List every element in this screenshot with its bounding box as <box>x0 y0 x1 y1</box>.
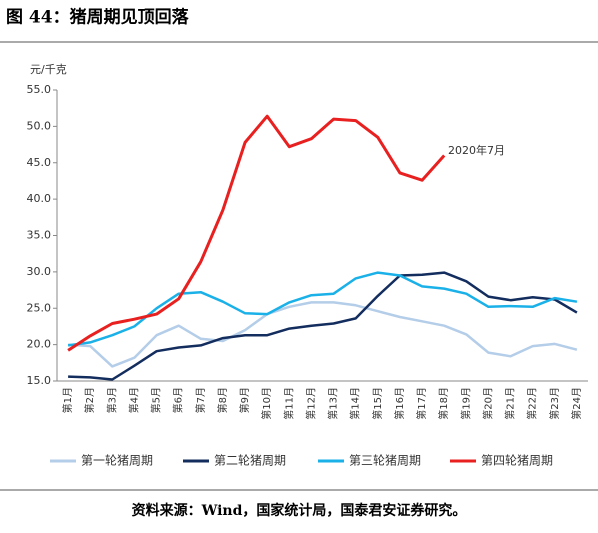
series-line <box>68 271 578 381</box>
legend-label: 第一轮猪周期 <box>81 454 153 468</box>
source: 资料来源：Wind，国家统计局，国泰君安证券研究。 <box>132 502 467 519</box>
y-tick-label: 50.0 <box>27 119 52 132</box>
x-tick-label: 第17月 <box>415 387 428 420</box>
x-tick-label: 第10月 <box>260 387 273 420</box>
y-tick-label: 45.0 <box>27 156 52 169</box>
x-tick-label: 第7月 <box>194 387 207 413</box>
x-tick-label: 第20月 <box>481 387 494 420</box>
x-tick-label: 第3月 <box>105 387 118 413</box>
x-tick-label: 第21月 <box>504 387 517 420</box>
chart-title: 图 44：猪周期见顶回落 <box>6 7 190 28</box>
x-tick-label: 第6月 <box>172 387 185 413</box>
y-tick-label: 40.0 <box>27 192 52 205</box>
x-tick-label: 第18月 <box>437 387 450 420</box>
legend-label: 第三轮猪周期 <box>349 454 421 468</box>
x-tick-label: 第2月 <box>83 387 96 413</box>
x-tick-label: 第22月 <box>526 387 539 420</box>
y-tick-label: 35.0 <box>27 229 52 242</box>
x-tick-label: 第12月 <box>304 387 317 420</box>
y-tick-label: 55.0 <box>27 83 52 96</box>
series-line <box>67 271 578 347</box>
y-tick-label: 15.0 <box>27 374 52 387</box>
x-tick-label: 第9月 <box>238 387 251 413</box>
x-tick-label: 第24月 <box>570 387 583 420</box>
series-line <box>67 114 446 352</box>
y-tick-label: 20.0 <box>27 338 52 351</box>
legend-label: 第四轮猪周期 <box>481 454 553 468</box>
legend-label: 第二轮猪周期 <box>214 454 286 468</box>
x-tick-label: 第8月 <box>216 387 229 413</box>
annotation: 2020年7月 <box>448 143 505 157</box>
x-tick-label: 第16月 <box>393 387 406 420</box>
y-tick-label: 25.0 <box>27 301 52 314</box>
series-line <box>68 301 578 368</box>
x-tick-label: 第4月 <box>127 387 140 413</box>
x-tick-label: 第23月 <box>548 387 561 420</box>
x-tick-label: 第15月 <box>371 387 384 420</box>
x-tick-label: 第11月 <box>282 387 295 420</box>
x-tick-label: 第19月 <box>459 387 472 420</box>
x-tick-label: 第14月 <box>349 387 362 420</box>
x-tick-label: 第5月 <box>150 387 163 413</box>
y-axis-label: 元/千克 <box>30 63 67 76</box>
x-tick-label: 第13月 <box>327 387 340 420</box>
x-tick-label: 第1月 <box>61 387 74 413</box>
y-tick-label: 30.0 <box>27 265 52 278</box>
